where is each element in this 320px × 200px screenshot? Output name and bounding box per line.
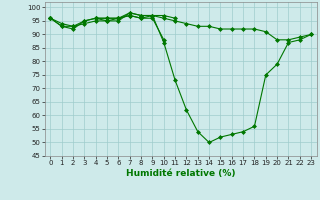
X-axis label: Humidité relative (%): Humidité relative (%) <box>126 169 236 178</box>
